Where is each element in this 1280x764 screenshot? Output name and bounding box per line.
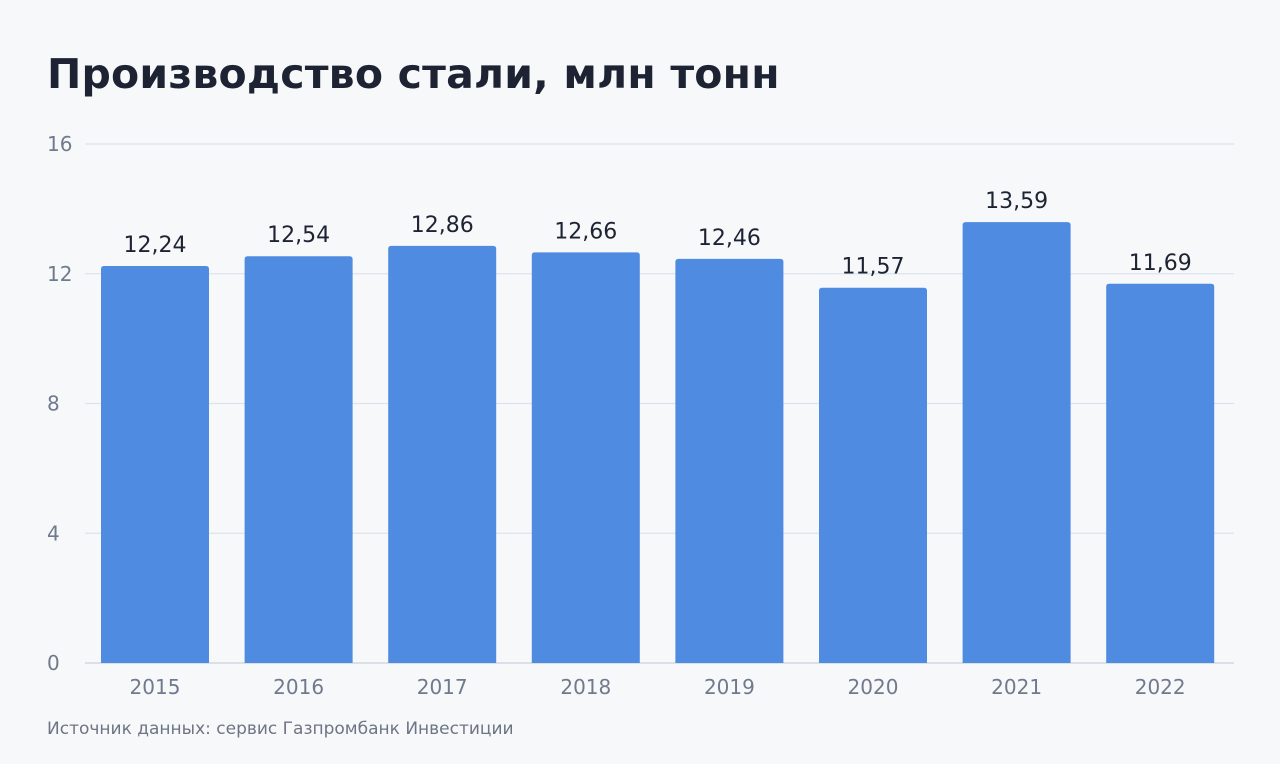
value-label: 12,54: [267, 223, 330, 248]
bar-2018: [531, 252, 640, 663]
bar-2017: [388, 245, 497, 663]
value-label: 12,24: [124, 233, 187, 258]
value-label: 11,57: [842, 255, 905, 280]
x-tick-label: 2021: [991, 675, 1042, 699]
bar-2021: [962, 222, 1071, 663]
source-note: Источник данных: сервис Газпромбанк Инве…: [47, 719, 514, 739]
bars: [101, 222, 1215, 663]
value-label: 12,46: [698, 226, 761, 251]
value-label: 11,69: [1129, 251, 1192, 276]
bar-2016: [244, 256, 353, 663]
x-tick-label: 2016: [273, 675, 324, 699]
x-axis-ticks: 2015 2016 2017 2018 2019 2020 2021 2022: [130, 675, 1186, 699]
y-tick-label: 12: [47, 262, 72, 286]
x-tick-label: 2018: [560, 675, 611, 699]
y-tick-label: 4: [47, 521, 60, 545]
bar-2020: [819, 287, 927, 663]
value-labels: 12,24 12,54 12,86 12,66 12,46 11,57 13,59 11,69: [124, 189, 1192, 280]
value-label: 12,66: [554, 219, 617, 244]
x-tick-label: 2015: [130, 675, 181, 699]
y-tick-label: 0: [47, 651, 60, 675]
bar-2019: [675, 258, 784, 663]
value-label: 12,86: [411, 213, 474, 238]
chart-title: Производство стали, млн тонн: [47, 50, 780, 98]
x-tick-label: 2020: [848, 675, 899, 699]
x-tick-label: 2022: [1135, 675, 1186, 699]
x-tick-label: 2019: [704, 675, 755, 699]
bar-2015: [101, 265, 209, 663]
value-label: 13,59: [985, 189, 1048, 214]
x-tick-label: 2017: [417, 675, 468, 699]
y-axis-ticks: 0 4 8 12 16: [47, 132, 72, 675]
bar-2022: [1106, 283, 1215, 663]
y-tick-label: 8: [47, 392, 60, 416]
y-tick-label: 16: [47, 132, 72, 156]
